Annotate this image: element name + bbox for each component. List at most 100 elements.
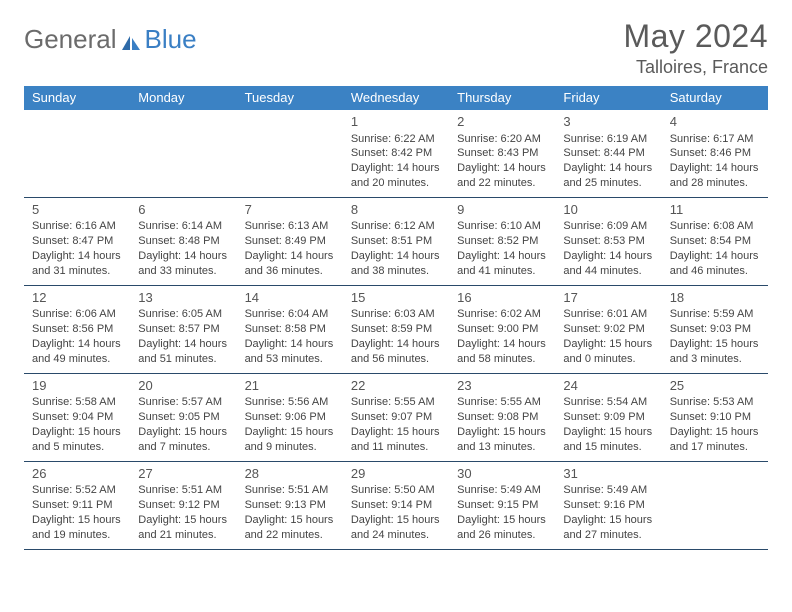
day-cell: 20Sunrise: 5:57 AMSunset: 9:05 PMDayligh… (130, 374, 236, 461)
day-cell: 10Sunrise: 6:09 AMSunset: 8:53 PMDayligh… (555, 198, 661, 285)
sunset-line: Sunset: 9:05 PM (138, 410, 230, 425)
sunset-line: Sunset: 9:09 PM (563, 410, 655, 425)
daylight-line: Daylight: 14 hours and 58 minutes. (457, 337, 549, 367)
sunrise-line: Sunrise: 6:13 AM (245, 219, 337, 234)
sunrise-line: Sunrise: 5:52 AM (32, 483, 124, 498)
sunset-line: Sunset: 8:47 PM (32, 234, 124, 249)
location-label: Talloires, France (623, 57, 768, 78)
day-number: 18 (670, 289, 762, 307)
sunset-line: Sunset: 9:08 PM (457, 410, 549, 425)
sunrise-line: Sunrise: 5:49 AM (563, 483, 655, 498)
sunrise-line: Sunrise: 6:12 AM (351, 219, 443, 234)
dow-cell: Saturday (662, 86, 768, 110)
day-cell: 22Sunrise: 5:55 AMSunset: 9:07 PMDayligh… (343, 374, 449, 461)
daylight-line: Daylight: 15 hours and 19 minutes. (32, 513, 124, 543)
sunset-line: Sunset: 9:14 PM (351, 498, 443, 513)
daylight-line: Daylight: 15 hours and 24 minutes. (351, 513, 443, 543)
daylight-line: Daylight: 14 hours and 44 minutes. (563, 249, 655, 279)
sunset-line: Sunset: 9:04 PM (32, 410, 124, 425)
day-cell: 14Sunrise: 6:04 AMSunset: 8:58 PMDayligh… (237, 286, 343, 373)
day-cell: 4Sunrise: 6:17 AMSunset: 8:46 PMDaylight… (662, 110, 768, 197)
sunset-line: Sunset: 9:12 PM (138, 498, 230, 513)
dow-cell: Wednesday (343, 86, 449, 110)
day-cell: 25Sunrise: 5:53 AMSunset: 9:10 PMDayligh… (662, 374, 768, 461)
day-cell: 6Sunrise: 6:14 AMSunset: 8:48 PMDaylight… (130, 198, 236, 285)
brand-blue: Blue (145, 24, 197, 55)
day-number: 7 (245, 201, 337, 219)
sunset-line: Sunset: 9:15 PM (457, 498, 549, 513)
title-block: May 2024 Talloires, France (623, 18, 768, 78)
sunset-line: Sunset: 8:44 PM (563, 146, 655, 161)
day-number: 23 (457, 377, 549, 395)
day-number: 9 (457, 201, 549, 219)
day-cell: 29Sunrise: 5:50 AMSunset: 9:14 PMDayligh… (343, 462, 449, 549)
daylight-line: Daylight: 14 hours and 33 minutes. (138, 249, 230, 279)
day-number: 1 (351, 113, 443, 131)
dow-cell: Thursday (449, 86, 555, 110)
day-number: 29 (351, 465, 443, 483)
daylight-line: Daylight: 14 hours and 22 minutes. (457, 161, 549, 191)
daylight-line: Daylight: 15 hours and 22 minutes. (245, 513, 337, 543)
sunset-line: Sunset: 8:56 PM (32, 322, 124, 337)
sunrise-line: Sunrise: 5:57 AM (138, 395, 230, 410)
daylight-line: Daylight: 14 hours and 49 minutes. (32, 337, 124, 367)
sunset-line: Sunset: 9:00 PM (457, 322, 549, 337)
day-cell: 8Sunrise: 6:12 AMSunset: 8:51 PMDaylight… (343, 198, 449, 285)
sunrise-line: Sunrise: 5:49 AM (457, 483, 549, 498)
day-number: 24 (563, 377, 655, 395)
sunrise-line: Sunrise: 6:05 AM (138, 307, 230, 322)
day-number: 4 (670, 113, 762, 131)
day-cell: 5Sunrise: 6:16 AMSunset: 8:47 PMDaylight… (24, 198, 130, 285)
day-number: 12 (32, 289, 124, 307)
sunrise-line: Sunrise: 6:04 AM (245, 307, 337, 322)
sunrise-line: Sunrise: 6:02 AM (457, 307, 549, 322)
week-row: 12Sunrise: 6:06 AMSunset: 8:56 PMDayligh… (24, 286, 768, 374)
day-cell: 31Sunrise: 5:49 AMSunset: 9:16 PMDayligh… (555, 462, 661, 549)
daylight-line: Daylight: 15 hours and 7 minutes. (138, 425, 230, 455)
day-number: 13 (138, 289, 230, 307)
sunset-line: Sunset: 8:51 PM (351, 234, 443, 249)
dow-cell: Tuesday (237, 86, 343, 110)
daylight-line: Daylight: 14 hours and 41 minutes. (457, 249, 549, 279)
day-cell: 30Sunrise: 5:49 AMSunset: 9:15 PMDayligh… (449, 462, 555, 549)
daylight-line: Daylight: 14 hours and 38 minutes. (351, 249, 443, 279)
sunset-line: Sunset: 8:52 PM (457, 234, 549, 249)
day-cell: 15Sunrise: 6:03 AMSunset: 8:59 PMDayligh… (343, 286, 449, 373)
daylight-line: Daylight: 15 hours and 27 minutes. (563, 513, 655, 543)
sunset-line: Sunset: 8:46 PM (670, 146, 762, 161)
daylight-line: Daylight: 14 hours and 20 minutes. (351, 161, 443, 191)
day-cell: 18Sunrise: 5:59 AMSunset: 9:03 PMDayligh… (662, 286, 768, 373)
day-number: 25 (670, 377, 762, 395)
week-row: 19Sunrise: 5:58 AMSunset: 9:04 PMDayligh… (24, 374, 768, 462)
sunset-line: Sunset: 9:02 PM (563, 322, 655, 337)
sunrise-line: Sunrise: 5:54 AM (563, 395, 655, 410)
sunrise-line: Sunrise: 5:59 AM (670, 307, 762, 322)
sunrise-line: Sunrise: 6:20 AM (457, 132, 549, 147)
daylight-line: Daylight: 15 hours and 15 minutes. (563, 425, 655, 455)
day-cell: 11Sunrise: 6:08 AMSunset: 8:54 PMDayligh… (662, 198, 768, 285)
day-number: 3 (563, 113, 655, 131)
sail-icon (120, 34, 142, 52)
sunrise-line: Sunrise: 6:22 AM (351, 132, 443, 147)
calendar-page: General Blue May 2024 Talloires, France … (0, 0, 792, 550)
sunrise-line: Sunrise: 5:55 AM (351, 395, 443, 410)
day-cell: 24Sunrise: 5:54 AMSunset: 9:09 PMDayligh… (555, 374, 661, 461)
day-cell: 16Sunrise: 6:02 AMSunset: 9:00 PMDayligh… (449, 286, 555, 373)
daylight-line: Daylight: 14 hours and 25 minutes. (563, 161, 655, 191)
sunrise-line: Sunrise: 6:14 AM (138, 219, 230, 234)
sunset-line: Sunset: 8:58 PM (245, 322, 337, 337)
sunset-line: Sunset: 9:07 PM (351, 410, 443, 425)
daylight-line: Daylight: 14 hours and 31 minutes. (32, 249, 124, 279)
day-cell: 7Sunrise: 6:13 AMSunset: 8:49 PMDaylight… (237, 198, 343, 285)
daylight-line: Daylight: 14 hours and 56 minutes. (351, 337, 443, 367)
day-cell: 1Sunrise: 6:22 AMSunset: 8:42 PMDaylight… (343, 110, 449, 197)
empty-cell (24, 110, 130, 197)
daylight-line: Daylight: 15 hours and 0 minutes. (563, 337, 655, 367)
weeks-container: 1Sunrise: 6:22 AMSunset: 8:42 PMDaylight… (24, 110, 768, 550)
month-title: May 2024 (623, 18, 768, 55)
sunset-line: Sunset: 8:49 PM (245, 234, 337, 249)
daylight-line: Daylight: 15 hours and 21 minutes. (138, 513, 230, 543)
sunset-line: Sunset: 9:06 PM (245, 410, 337, 425)
sunset-line: Sunset: 9:10 PM (670, 410, 762, 425)
day-cell: 3Sunrise: 6:19 AMSunset: 8:44 PMDaylight… (555, 110, 661, 197)
